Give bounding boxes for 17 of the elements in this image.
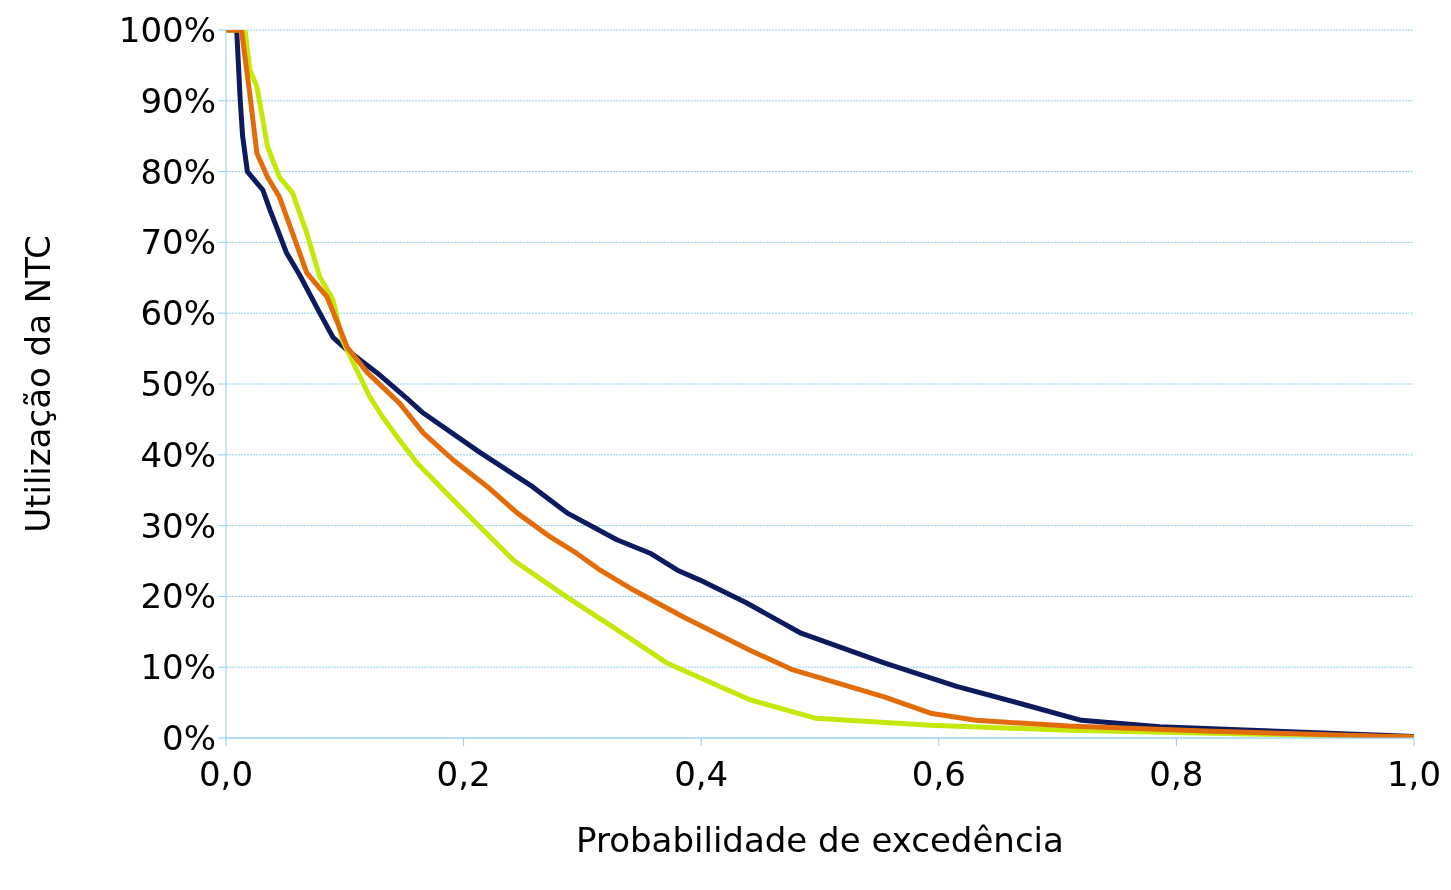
y-tick-label: 20%: [140, 576, 216, 617]
y-tick-label: 30%: [140, 505, 216, 546]
y-tick-label: 50%: [140, 364, 216, 405]
y-tick-label: 80%: [140, 151, 216, 192]
y-tick-label: 40%: [140, 434, 216, 475]
x-tick-label: 0,6: [911, 754, 966, 795]
y-tick-label: 70%: [140, 222, 216, 263]
y-tick-label: 100%: [118, 10, 216, 51]
y-tick-label: 10%: [140, 647, 216, 688]
x-tick-label: 1,0: [1386, 754, 1442, 795]
x-tick-label: 0,4: [674, 754, 729, 795]
x-axis-title: Probabilidade de excedência: [576, 820, 1064, 860]
x-tick-label: 0,8: [1149, 754, 1204, 795]
x-tick-label: 0,2: [436, 754, 491, 795]
y-axis-title: Utilização da NTC: [18, 235, 59, 533]
y-tick-label: 90%: [140, 80, 216, 121]
y-tick-label: 60%: [140, 293, 216, 334]
